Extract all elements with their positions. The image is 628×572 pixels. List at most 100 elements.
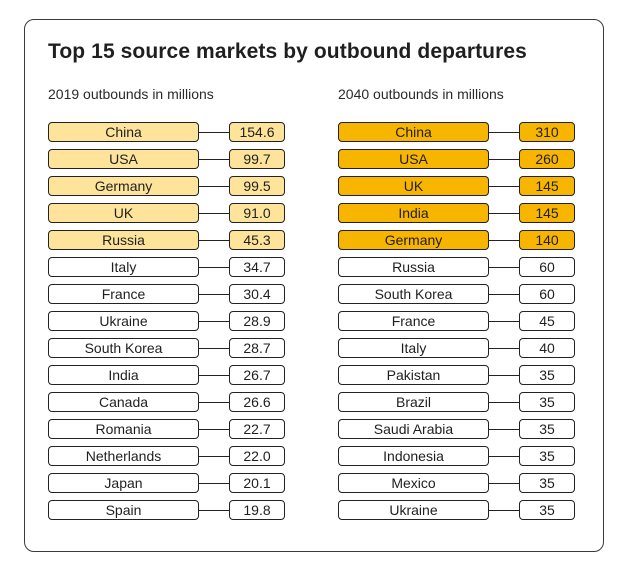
value-label: 20.1: [229, 473, 285, 493]
table-row: China 154.6: [48, 122, 285, 142]
country-label: India: [338, 203, 489, 223]
table-row: India 145: [338, 203, 575, 223]
table-row: France 30.4: [48, 284, 285, 304]
chart-title: Top 15 source markets by outbound depart…: [48, 40, 527, 63]
connector-line: [199, 321, 229, 322]
connector-line: [489, 510, 519, 511]
country-label: India: [48, 365, 199, 385]
table-row: Brazil 35: [338, 392, 575, 412]
table-row: USA 260: [338, 149, 575, 169]
value-label: 60: [519, 257, 575, 277]
country-label: Japan: [48, 473, 199, 493]
value-label: 140: [519, 230, 575, 250]
country-label: USA: [338, 149, 489, 169]
connector-line: [489, 294, 519, 295]
table-row: UK 91.0: [48, 203, 285, 223]
table-row: Romania 22.7: [48, 419, 285, 439]
connector-line: [199, 213, 229, 214]
country-label: Brazil: [338, 392, 489, 412]
connector-line: [489, 186, 519, 187]
country-label: Netherlands: [48, 446, 199, 466]
connector-line: [199, 402, 229, 403]
table-row: Canada 26.6: [48, 392, 285, 412]
country-label: Canada: [48, 392, 199, 412]
table-row: USA 99.7: [48, 149, 285, 169]
table-row: Mexico 35: [338, 473, 575, 493]
country-label: USA: [48, 149, 199, 169]
connector-line: [199, 348, 229, 349]
country-label: Pakistan: [338, 365, 489, 385]
value-label: 154.6: [229, 122, 285, 142]
value-label: 35: [519, 392, 575, 412]
table-row: Ukraine 28.9: [48, 311, 285, 331]
connector-line: [199, 159, 229, 160]
connector-line: [489, 132, 519, 133]
country-label: Mexico: [338, 473, 489, 493]
connector-line: [199, 456, 229, 457]
value-label: 260: [519, 149, 575, 169]
value-label: 19.8: [229, 500, 285, 520]
table-row: Ukraine 35: [338, 500, 575, 520]
table-row: Russia 60: [338, 257, 575, 277]
table-row: Japan 20.1: [48, 473, 285, 493]
connector-line: [199, 294, 229, 295]
table-row: UK 145: [338, 176, 575, 196]
connector-line: [199, 186, 229, 187]
connector-line: [489, 429, 519, 430]
table-row: Russia 45.3: [48, 230, 285, 250]
value-label: 99.7: [229, 149, 285, 169]
value-label: 26.7: [229, 365, 285, 385]
country-label: Saudi Arabia: [338, 419, 489, 439]
country-label: UK: [48, 203, 199, 223]
table-row: Germany 99.5: [48, 176, 285, 196]
connector-line: [489, 348, 519, 349]
country-label: UK: [338, 176, 489, 196]
value-label: 34.7: [229, 257, 285, 277]
table-row: France 45: [338, 311, 575, 331]
value-label: 145: [519, 203, 575, 223]
connector-line: [199, 483, 229, 484]
connector-line: [199, 132, 229, 133]
table-row: South Korea 60: [338, 284, 575, 304]
value-label: 35: [519, 473, 575, 493]
connector-line: [199, 375, 229, 376]
connector-line: [199, 240, 229, 241]
table-row: India 26.7: [48, 365, 285, 385]
value-label: 91.0: [229, 203, 285, 223]
country-label: South Korea: [338, 284, 489, 304]
connector-line: [489, 456, 519, 457]
value-label: 22.7: [229, 419, 285, 439]
country-label: Italy: [48, 257, 199, 277]
value-label: 35: [519, 365, 575, 385]
table-row: Spain 19.8: [48, 500, 285, 520]
country-label: South Korea: [48, 338, 199, 358]
country-label: Romania: [48, 419, 199, 439]
country-label: Indonesia: [338, 446, 489, 466]
value-label: 145: [519, 176, 575, 196]
value-label: 40: [519, 338, 575, 358]
table-row: China 310: [338, 122, 575, 142]
country-label: Germany: [338, 230, 489, 250]
table-row: South Korea 28.7: [48, 338, 285, 358]
value-label: 45: [519, 311, 575, 331]
table-row: Saudi Arabia 35: [338, 419, 575, 439]
country-label: China: [338, 122, 489, 142]
value-label: 22.0: [229, 446, 285, 466]
country-label: Russia: [338, 257, 489, 277]
value-label: 60: [519, 284, 575, 304]
connector-line: [489, 213, 519, 214]
value-label: 26.6: [229, 392, 285, 412]
table-row: Indonesia 35: [338, 446, 575, 466]
connector-line: [489, 159, 519, 160]
connector-line: [489, 483, 519, 484]
subtitle-2040: 2040 outbounds in millions: [338, 86, 504, 102]
country-label: France: [338, 311, 489, 331]
connector-line: [489, 240, 519, 241]
country-label: Ukraine: [338, 500, 489, 520]
connector-line: [489, 375, 519, 376]
country-label: Ukraine: [48, 311, 199, 331]
value-label: 35: [519, 446, 575, 466]
value-label: 45.3: [229, 230, 285, 250]
country-label: Germany: [48, 176, 199, 196]
value-label: 28.7: [229, 338, 285, 358]
